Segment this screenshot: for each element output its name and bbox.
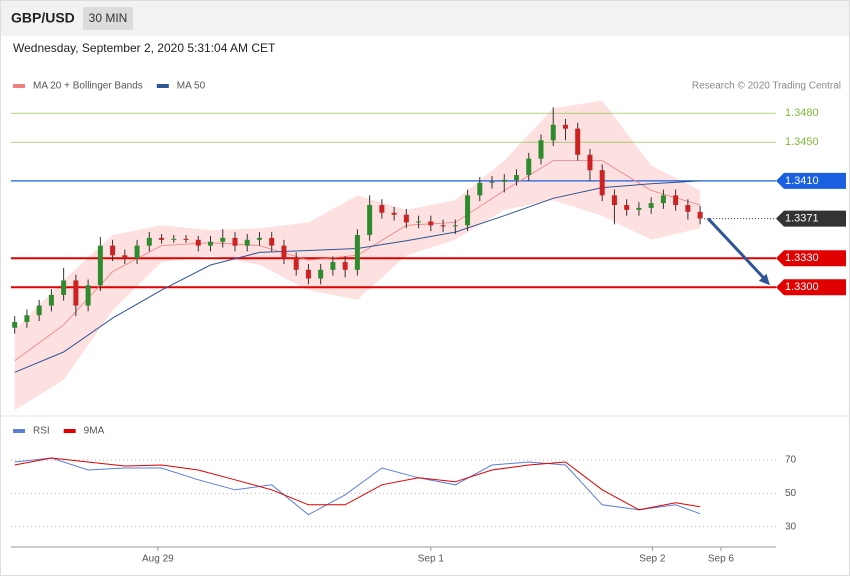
legend-swatch: [63, 429, 76, 433]
candle-body: [477, 182, 483, 196]
candle-body: [159, 237, 165, 240]
symbol: GBP/USD: [11, 10, 75, 26]
candle-body: [465, 195, 471, 226]
candle-body: [85, 285, 91, 306]
level-label: 1.3371: [785, 212, 819, 224]
candle-body: [636, 207, 642, 210]
candle-body: [354, 235, 360, 270]
candle-body: [183, 238, 189, 240]
candle-body: [648, 203, 654, 208]
candle-body: [36, 305, 42, 316]
candle-body: [24, 315, 30, 323]
credit: Research © 2020 Trading Central: [692, 81, 841, 92]
candle-body: [367, 205, 373, 235]
level-tag: [776, 279, 846, 296]
candle-body: [428, 221, 434, 226]
candle-body: [514, 175, 520, 180]
candle-body: [97, 245, 103, 286]
candle-body: [208, 241, 214, 246]
level-tag: [776, 172, 846, 189]
candle-body: [391, 212, 397, 215]
candle-body: [244, 239, 250, 246]
x-tick-label: Sep 1: [418, 554, 445, 565]
legend-swatch: [13, 429, 25, 433]
candle-body: [293, 258, 299, 270]
indicator-line: [14, 457, 701, 511]
candle-body: [403, 214, 409, 223]
y-tick-label: 50: [785, 488, 797, 499]
timeframe: 30 MIN: [89, 11, 128, 25]
candle-body: [73, 280, 79, 306]
candle-body: [538, 140, 544, 159]
legend-label: MA 20 + Bollinger Bands: [33, 81, 143, 92]
candle-body: [526, 158, 532, 176]
legend-swatch: [13, 84, 25, 88]
header-bar: [1, 1, 849, 36]
x-tick-label: Sep 2: [639, 554, 666, 565]
x-tick-label: Sep 6: [708, 554, 735, 565]
candle-body: [256, 237, 262, 240]
candle-body: [171, 238, 177, 240]
candle-body: [61, 280, 67, 295]
candle-body: [281, 245, 287, 259]
indicator-line: [14, 457, 701, 516]
candle-body: [330, 262, 336, 270]
legend-swatch: [156, 84, 169, 88]
candle-body: [134, 245, 140, 259]
arrow-head: [758, 273, 770, 286]
x-tick-label: Aug 29: [142, 554, 174, 565]
candle-body: [673, 195, 679, 206]
candle-body: [269, 237, 275, 246]
candle-body: [452, 225, 458, 227]
level-tag: [776, 250, 846, 267]
candle-body: [611, 195, 617, 206]
y-tick-label: 30: [785, 521, 797, 532]
candle-body: [489, 181, 495, 183]
legend-label: RSI: [33, 426, 50, 437]
candle-body: [220, 237, 226, 242]
candle-body: [305, 269, 311, 279]
subtitle: Wednesday, September 2, 2020 5:31:04 AM …: [13, 41, 276, 55]
candle-body: [562, 124, 568, 129]
level-label: 1.3300: [785, 281, 819, 293]
candle-body: [685, 205, 691, 212]
candle-body: [697, 211, 703, 219]
legend-label: MA 50: [177, 81, 206, 92]
candle-body: [48, 294, 54, 306]
candle-body: [440, 225, 446, 227]
candle-body: [575, 128, 581, 155]
candle-body: [12, 322, 18, 328]
y-tick-label: 70: [785, 455, 797, 466]
candle-body: [379, 205, 385, 213]
level-label: 1.3410: [785, 175, 819, 187]
candle-body: [624, 205, 630, 210]
candle-body: [587, 154, 593, 171]
candle-body: [550, 124, 556, 141]
candle-body: [342, 262, 348, 270]
candle-body: [122, 255, 128, 259]
candle-body: [195, 239, 201, 246]
level-tag: [776, 210, 846, 227]
candle-body: [416, 221, 422, 223]
candle-body: [110, 245, 116, 256]
arrow-shaft: [707, 217, 766, 280]
candle-body: [318, 269, 324, 279]
candle-body: [599, 170, 605, 196]
timeframe-chip: [83, 7, 133, 30]
candle-body: [232, 237, 238, 246]
level-label: 1.3330: [785, 252, 819, 264]
candle-body: [660, 195, 666, 204]
level-label: 1.3450: [785, 136, 819, 148]
legend-label: 9MA: [84, 426, 105, 437]
candle-body: [146, 237, 152, 246]
candle-body: [501, 179, 507, 182]
level-label: 1.3480: [785, 107, 819, 119]
